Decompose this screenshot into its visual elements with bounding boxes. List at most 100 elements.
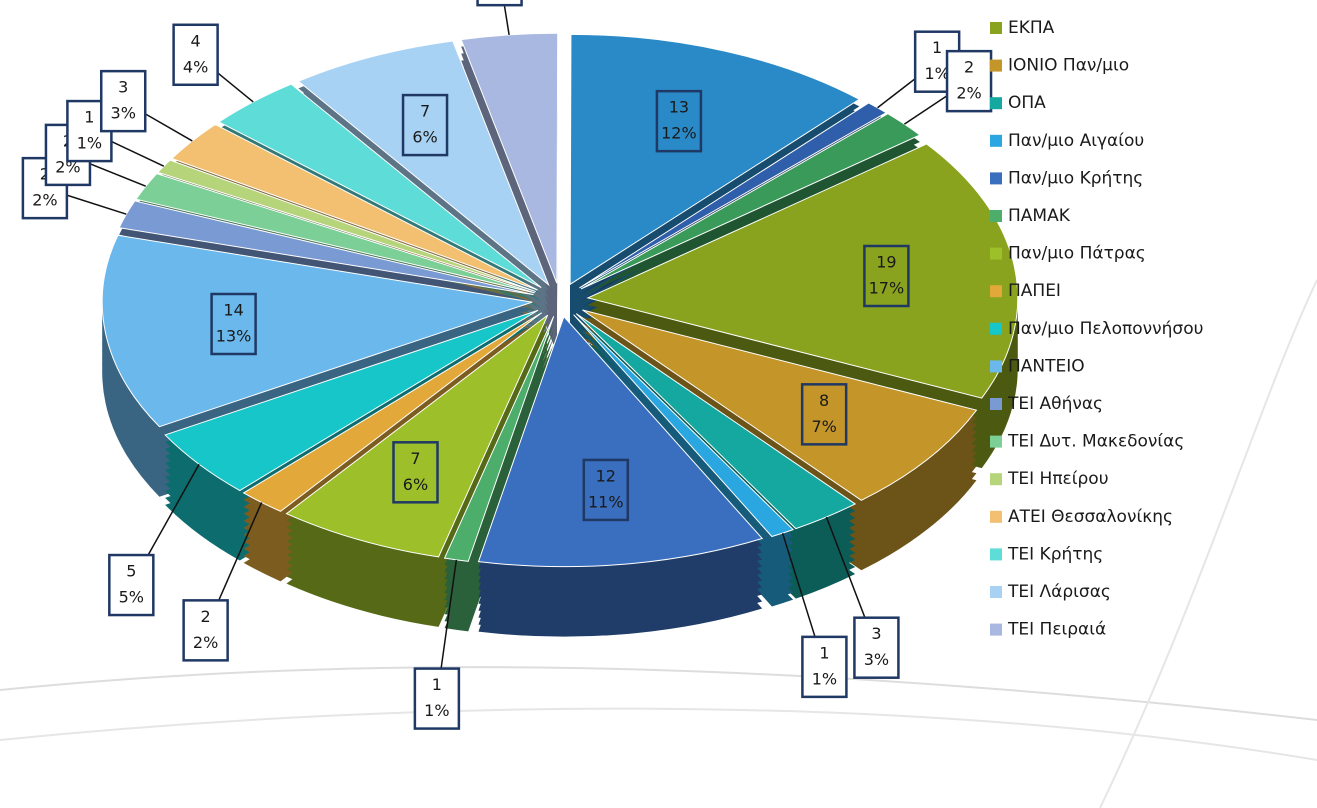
slice	[443, 316, 555, 562]
percent-label: 2%	[193, 633, 218, 652]
percent-label: 1%	[812, 669, 837, 688]
label-box	[476, 0, 523, 7]
value-label: 12	[596, 466, 616, 485]
legend-swatch	[990, 398, 1002, 410]
slice	[285, 314, 549, 558]
label-box	[582, 458, 630, 522]
legend-label: ΤΕΙ Δυτ. Μακεδονίας	[1007, 432, 1184, 452]
slice	[575, 313, 857, 530]
data-label: 33%	[99, 69, 193, 142]
legend-swatch	[990, 285, 1002, 298]
legend-label: ΕΚΠΑ	[1008, 18, 1055, 38]
value-label: 14	[223, 301, 243, 320]
label-box	[800, 383, 848, 446]
decoration	[0, 707, 1317, 761]
legend-swatch	[990, 322, 1002, 335]
slice	[580, 113, 921, 290]
percent-label: 3%	[864, 650, 889, 669]
percent-label: 1%	[424, 701, 449, 720]
data-label: 22%	[182, 502, 263, 662]
slice	[477, 315, 764, 568]
value-label: 8	[819, 391, 829, 410]
value-label: 1	[819, 643, 829, 662]
percent-label: 2%	[32, 191, 57, 210]
value-label: 7	[420, 102, 430, 121]
data-label: 11%	[413, 559, 461, 730]
data-label: 22%	[903, 49, 993, 125]
legend-swatch	[990, 473, 1002, 486]
legend-label: Παν/μιο Αιγαίου	[1008, 131, 1144, 151]
label-box	[108, 553, 155, 617]
legend-label: Παν/μιο Πάτρας	[1008, 244, 1146, 264]
percent-label: 11%	[588, 492, 624, 511]
percent-label: 6%	[403, 475, 428, 494]
data-label: 11%	[781, 532, 848, 699]
label-box	[853, 616, 900, 679]
value-label: 1	[932, 38, 942, 57]
slice	[297, 40, 550, 287]
data-label: 44%	[476, 0, 523, 35]
value-label: 3	[871, 624, 881, 643]
legend-swatch	[990, 586, 1002, 598]
legend-label: ΟΠΑ	[1008, 93, 1046, 113]
label-box	[182, 599, 229, 662]
legend-swatch	[990, 97, 1002, 110]
legend-swatch	[990, 247, 1002, 260]
legend-swatch	[990, 548, 1002, 561]
legend-swatch	[990, 360, 1002, 373]
percent-label: 4%	[183, 57, 208, 76]
legend-swatch	[990, 134, 1002, 147]
percent-label: 13%	[216, 327, 252, 346]
data-label: 55%	[108, 463, 200, 617]
legend-swatch	[990, 172, 1002, 185]
value-label: 19	[876, 252, 896, 271]
slice	[573, 314, 795, 538]
label-box	[210, 292, 257, 356]
value-label: 1	[84, 108, 94, 127]
legend-label: Παν/μιο Κρήτης	[1008, 168, 1143, 188]
data-label: 76%	[401, 93, 449, 157]
slice	[569, 33, 861, 286]
data-label: 33%	[825, 516, 900, 679]
slice	[582, 309, 978, 501]
legend-label: ΠΑΜΑΚ	[1008, 206, 1071, 226]
legend-swatch	[990, 210, 1002, 222]
label-box	[401, 93, 449, 157]
percent-label: 1%	[924, 64, 949, 83]
value-label: 3	[118, 78, 128, 97]
percent-label: 2%	[956, 84, 981, 103]
percent-label: 1%	[77, 134, 102, 153]
legend-swatch	[990, 435, 1002, 448]
legend-label: ΤΕΙ Πειραιά	[1007, 620, 1106, 640]
legend-label: ΤΕΙ Λάρισας	[1007, 582, 1111, 602]
legend-label: ΠΑΠΕΙ	[1008, 281, 1061, 301]
data-label: 44%	[172, 23, 254, 103]
value-label: 5	[126, 562, 136, 581]
percent-label: 7%	[811, 417, 836, 436]
label-box	[801, 635, 848, 699]
label-box	[413, 667, 461, 730]
slice	[164, 309, 539, 492]
value-label: 13	[669, 98, 689, 117]
value-label: 2	[201, 607, 211, 626]
legend-label: ΑΤΕΙ Θεσσαλονίκης	[1008, 507, 1173, 527]
label-box	[172, 23, 219, 87]
slice	[101, 234, 533, 428]
legend-swatch	[990, 59, 1002, 72]
legend-label: ΤΕΙ Ηπείρου	[1007, 469, 1109, 489]
label-box	[99, 69, 147, 133]
percent-label: 5%	[119, 588, 144, 607]
percent-label: 17%	[869, 278, 905, 297]
percent-label: 3%	[111, 104, 136, 123]
legend-swatch	[990, 510, 1002, 523]
legend-label: ΤΕΙ Αθήνας	[1007, 394, 1103, 414]
label-box	[655, 89, 703, 153]
legend-label: Παν/μιο Πελοποννήσου	[1008, 319, 1203, 339]
percent-label: 12%	[661, 124, 697, 143]
value-label: 7	[410, 449, 420, 468]
legend-label: ΙΟΝΙΟ Παν/μιο	[1008, 56, 1129, 76]
